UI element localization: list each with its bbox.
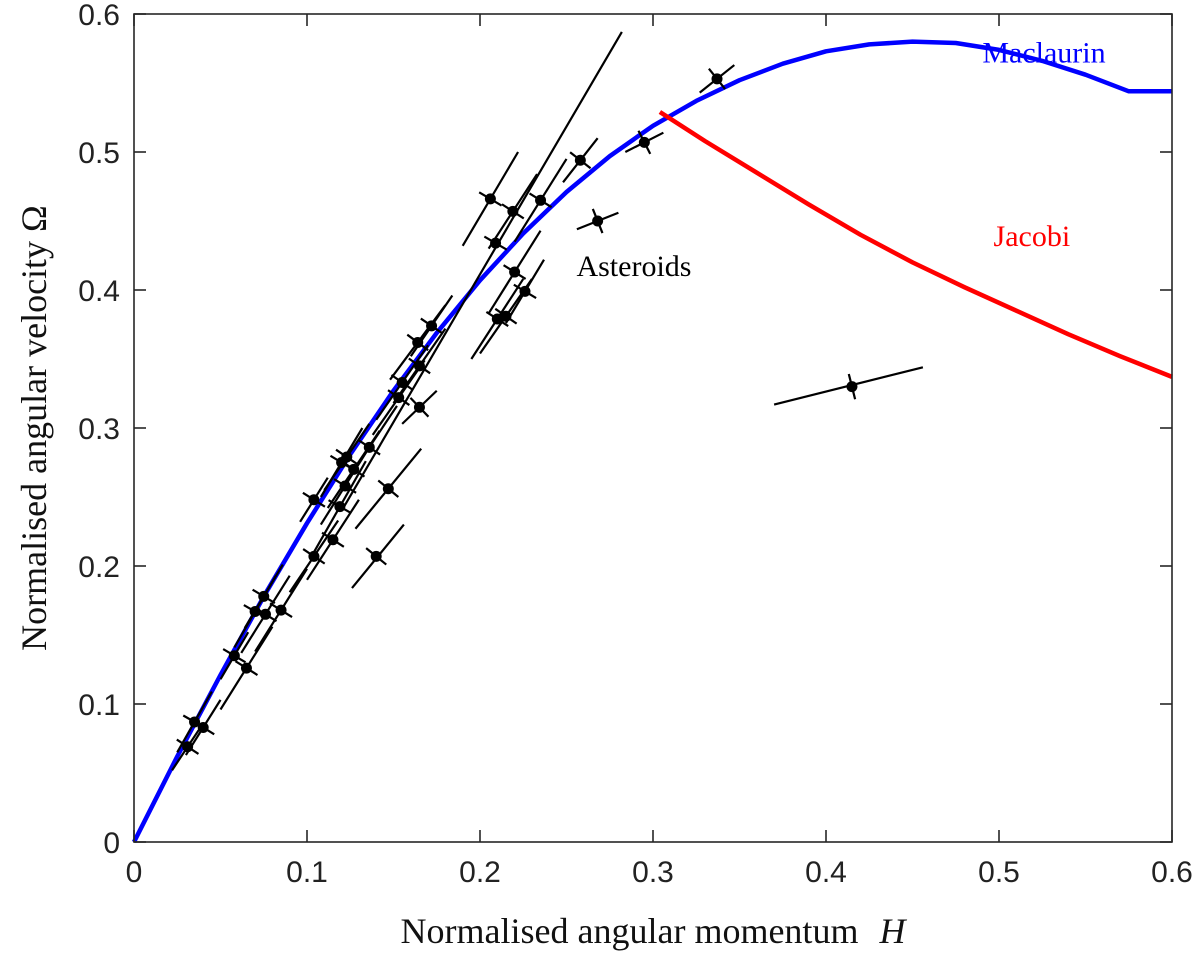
asteroid-point: [491, 313, 503, 325]
y-tick-label: 0.5: [78, 137, 120, 170]
asteroid-point: [363, 441, 375, 453]
y-tick-label: 0: [103, 827, 120, 860]
y-axis-title: Normalised angular velocity Ω: [14, 205, 54, 651]
y-tick-label: 0.4: [78, 275, 120, 308]
y-tick-label: 0.3: [78, 413, 120, 446]
x-tick-label: 0.3: [632, 856, 674, 889]
annotation-maclaurin: Maclaurin: [982, 36, 1105, 69]
x-tick-label: 0.6: [1151, 856, 1193, 889]
asteroid-point: [711, 73, 723, 85]
axis-ticks: 0 0.1 0.2 0.3 0.4 0.5 0.6 0 0.1 0.2 0.3 0.4 0.5 0.6: [78, 0, 1193, 889]
asteroid-point: [484, 193, 496, 205]
plot-area: Maclaurin Jacobi Asteroids: [131, 31, 1173, 844]
asteroid-point: [327, 534, 339, 546]
x-tick-label: 0.4: [805, 856, 847, 889]
asteroid-point: [308, 494, 320, 506]
y-tick-label: 0.1: [78, 689, 120, 722]
x-axis-title-symbol: H: [878, 911, 907, 951]
maclaurin-curve: [131, 39, 1172, 844]
x-tick-label: 0.5: [978, 856, 1020, 889]
asteroid-error-bar: [340, 31, 623, 512]
x-tick-label: 0.2: [459, 856, 501, 889]
asteroid-point: [592, 215, 604, 227]
asteroid-point: [240, 662, 252, 674]
x-tick-label: 0.1: [286, 856, 328, 889]
y-tick-label: 0.2: [78, 551, 120, 584]
x-tick-label: 0: [126, 856, 143, 889]
jacobi-curve: [658, 110, 1173, 379]
asteroid-point: [535, 194, 547, 206]
asteroid-point: [413, 401, 425, 413]
asteroid-point: [197, 721, 209, 733]
asteroid-point: [413, 360, 425, 372]
asteroid-point: [846, 381, 858, 393]
asteroid-point: [507, 205, 519, 217]
asteroid-point: [412, 336, 424, 348]
y-tick-label: 0.6: [78, 0, 120, 32]
asteroids-series: [171, 31, 924, 771]
asteroid-point: [341, 451, 353, 463]
asteroid-point: [228, 650, 240, 662]
asteroid-point: [275, 604, 287, 616]
asteroid-point: [426, 320, 438, 332]
asteroid-point: [638, 136, 650, 148]
asteroid-point: [258, 590, 270, 602]
x-axis-title-text: Normalised angular momentum: [401, 911, 859, 951]
annotation-asteroids: Asteroids: [576, 250, 691, 283]
asteroid-point: [509, 266, 521, 278]
annotation-jacobi: Jacobi: [994, 220, 1071, 253]
asteroid-point: [370, 550, 382, 562]
asteroid-point: [382, 483, 394, 495]
asteroid-point: [259, 608, 271, 620]
asteroid-point: [574, 154, 586, 166]
x-axis-title: Normalised angular momentum H: [401, 911, 908, 951]
asteroid-point: [308, 550, 320, 562]
asteroid-point: [519, 285, 531, 297]
